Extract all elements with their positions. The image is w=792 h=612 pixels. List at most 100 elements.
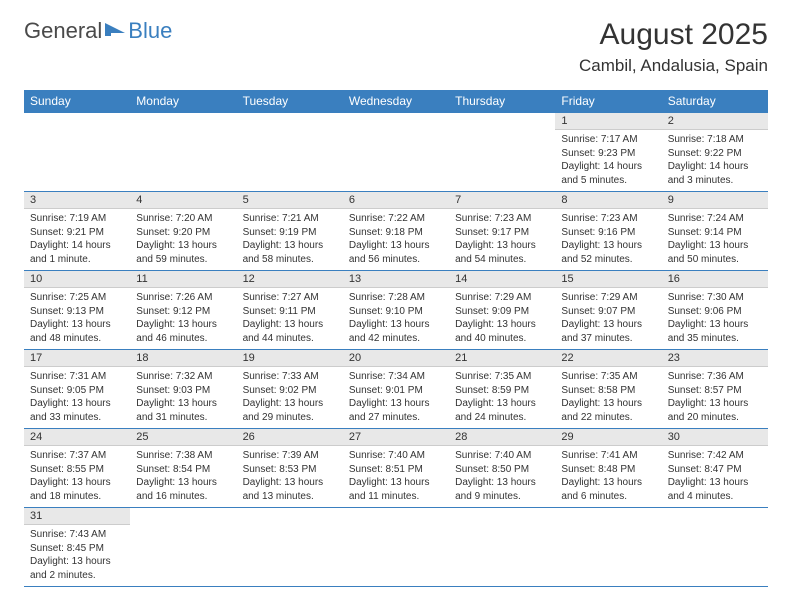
daylight-text: Daylight: 13 hours and 22 minutes. [561,397,655,424]
sunset-text: Sunset: 9:12 PM [136,305,230,319]
day-number: 25 [130,429,236,446]
calendar-cell [343,508,449,587]
sunset-text: Sunset: 8:45 PM [30,542,124,556]
day-number: 16 [662,271,768,288]
day-details: Sunrise: 7:17 AMSunset: 9:23 PMDaylight:… [555,130,661,191]
day-number [237,113,343,117]
sunrise-text: Sunrise: 7:31 AM [30,370,124,384]
dayname: Friday [555,90,661,113]
day-details: Sunrise: 7:30 AMSunset: 9:06 PMDaylight:… [662,288,768,349]
logo-flag-icon [105,23,127,39]
calendar-table: Sunday Monday Tuesday Wednesday Thursday… [24,90,768,587]
daylight-text: Daylight: 13 hours and 46 minutes. [136,318,230,345]
sunset-text: Sunset: 9:14 PM [668,226,762,240]
day-number [555,508,661,512]
sunrise-text: Sunrise: 7:43 AM [30,528,124,542]
calendar-cell: 3Sunrise: 7:19 AMSunset: 9:21 PMDaylight… [24,192,130,271]
sunrise-text: Sunrise: 7:40 AM [455,449,549,463]
daylight-text: Daylight: 13 hours and 24 minutes. [455,397,549,424]
day-number [343,113,449,117]
sunset-text: Sunset: 8:48 PM [561,463,655,477]
sunset-text: Sunset: 9:13 PM [30,305,124,319]
day-number: 29 [555,429,661,446]
day-number: 10 [24,271,130,288]
calendar-cell: 10Sunrise: 7:25 AMSunset: 9:13 PMDayligh… [24,271,130,350]
dayname: Monday [130,90,236,113]
sunset-text: Sunset: 8:55 PM [30,463,124,477]
dayname: Tuesday [237,90,343,113]
day-details: Sunrise: 7:19 AMSunset: 9:21 PMDaylight:… [24,209,130,270]
page-header: General Blue August 2025 Cambil, Andalus… [24,18,768,76]
day-details: Sunrise: 7:41 AMSunset: 8:48 PMDaylight:… [555,446,661,507]
sunrise-text: Sunrise: 7:34 AM [349,370,443,384]
day-details: Sunrise: 7:18 AMSunset: 9:22 PMDaylight:… [662,130,768,191]
day-number [24,113,130,117]
calendar-cell: 6Sunrise: 7:22 AMSunset: 9:18 PMDaylight… [343,192,449,271]
day-number: 2 [662,113,768,130]
daylight-text: Daylight: 13 hours and 59 minutes. [136,239,230,266]
day-details: Sunrise: 7:31 AMSunset: 9:05 PMDaylight:… [24,367,130,428]
daylight-text: Daylight: 13 hours and 56 minutes. [349,239,443,266]
day-number: 30 [662,429,768,446]
calendar-cell: 31Sunrise: 7:43 AMSunset: 8:45 PMDayligh… [24,508,130,587]
sunrise-text: Sunrise: 7:40 AM [349,449,443,463]
day-number: 23 [662,350,768,367]
sunrise-text: Sunrise: 7:35 AM [455,370,549,384]
sunset-text: Sunset: 9:01 PM [349,384,443,398]
sunrise-text: Sunrise: 7:22 AM [349,212,443,226]
logo-text-1: General [24,18,102,44]
day-details: Sunrise: 7:35 AMSunset: 8:59 PMDaylight:… [449,367,555,428]
day-details: Sunrise: 7:43 AMSunset: 8:45 PMDaylight:… [24,525,130,586]
calendar-cell [449,113,555,192]
sunrise-text: Sunrise: 7:37 AM [30,449,124,463]
calendar-cell: 26Sunrise: 7:39 AMSunset: 8:53 PMDayligh… [237,429,343,508]
calendar-cell: 30Sunrise: 7:42 AMSunset: 8:47 PMDayligh… [662,429,768,508]
sunset-text: Sunset: 9:11 PM [243,305,337,319]
day-details: Sunrise: 7:29 AMSunset: 9:07 PMDaylight:… [555,288,661,349]
day-number [130,113,236,117]
day-details: Sunrise: 7:28 AMSunset: 9:10 PMDaylight:… [343,288,449,349]
day-details: Sunrise: 7:22 AMSunset: 9:18 PMDaylight:… [343,209,449,270]
title-block: August 2025 Cambil, Andalusia, Spain [579,18,768,76]
calendar-week: 1Sunrise: 7:17 AMSunset: 9:23 PMDaylight… [24,113,768,192]
day-number [662,508,768,512]
daylight-text: Daylight: 14 hours and 1 minute. [30,239,124,266]
day-number: 22 [555,350,661,367]
sunrise-text: Sunrise: 7:18 AM [668,133,762,147]
calendar-cell: 28Sunrise: 7:40 AMSunset: 8:50 PMDayligh… [449,429,555,508]
day-number: 1 [555,113,661,130]
dayname: Wednesday [343,90,449,113]
daylight-text: Daylight: 13 hours and 42 minutes. [349,318,443,345]
day-number: 21 [449,350,555,367]
sunrise-text: Sunrise: 7:33 AM [243,370,337,384]
calendar-cell: 20Sunrise: 7:34 AMSunset: 9:01 PMDayligh… [343,350,449,429]
day-number: 7 [449,192,555,209]
day-details: Sunrise: 7:34 AMSunset: 9:01 PMDaylight:… [343,367,449,428]
sunrise-text: Sunrise: 7:29 AM [561,291,655,305]
sunrise-text: Sunrise: 7:27 AM [243,291,337,305]
sunset-text: Sunset: 9:17 PM [455,226,549,240]
day-number: 9 [662,192,768,209]
calendar-cell: 18Sunrise: 7:32 AMSunset: 9:03 PMDayligh… [130,350,236,429]
day-number: 31 [24,508,130,525]
day-number: 20 [343,350,449,367]
calendar-week: 31Sunrise: 7:43 AMSunset: 8:45 PMDayligh… [24,508,768,587]
sunset-text: Sunset: 8:54 PM [136,463,230,477]
sunset-text: Sunset: 8:57 PM [668,384,762,398]
sunset-text: Sunset: 9:18 PM [349,226,443,240]
sunset-text: Sunset: 9:19 PM [243,226,337,240]
daylight-text: Daylight: 13 hours and 9 minutes. [455,476,549,503]
daylight-text: Daylight: 14 hours and 3 minutes. [668,160,762,187]
daylight-text: Daylight: 13 hours and 4 minutes. [668,476,762,503]
day-number: 28 [449,429,555,446]
sunset-text: Sunset: 8:51 PM [349,463,443,477]
sunrise-text: Sunrise: 7:26 AM [136,291,230,305]
sunrise-text: Sunrise: 7:21 AM [243,212,337,226]
day-details: Sunrise: 7:21 AMSunset: 9:19 PMDaylight:… [237,209,343,270]
sunrise-text: Sunrise: 7:35 AM [561,370,655,384]
dayname: Sunday [24,90,130,113]
calendar-week: 10Sunrise: 7:25 AMSunset: 9:13 PMDayligh… [24,271,768,350]
dayname-row: Sunday Monday Tuesday Wednesday Thursday… [24,90,768,113]
daylight-text: Daylight: 13 hours and 31 minutes. [136,397,230,424]
calendar-cell: 5Sunrise: 7:21 AMSunset: 9:19 PMDaylight… [237,192,343,271]
